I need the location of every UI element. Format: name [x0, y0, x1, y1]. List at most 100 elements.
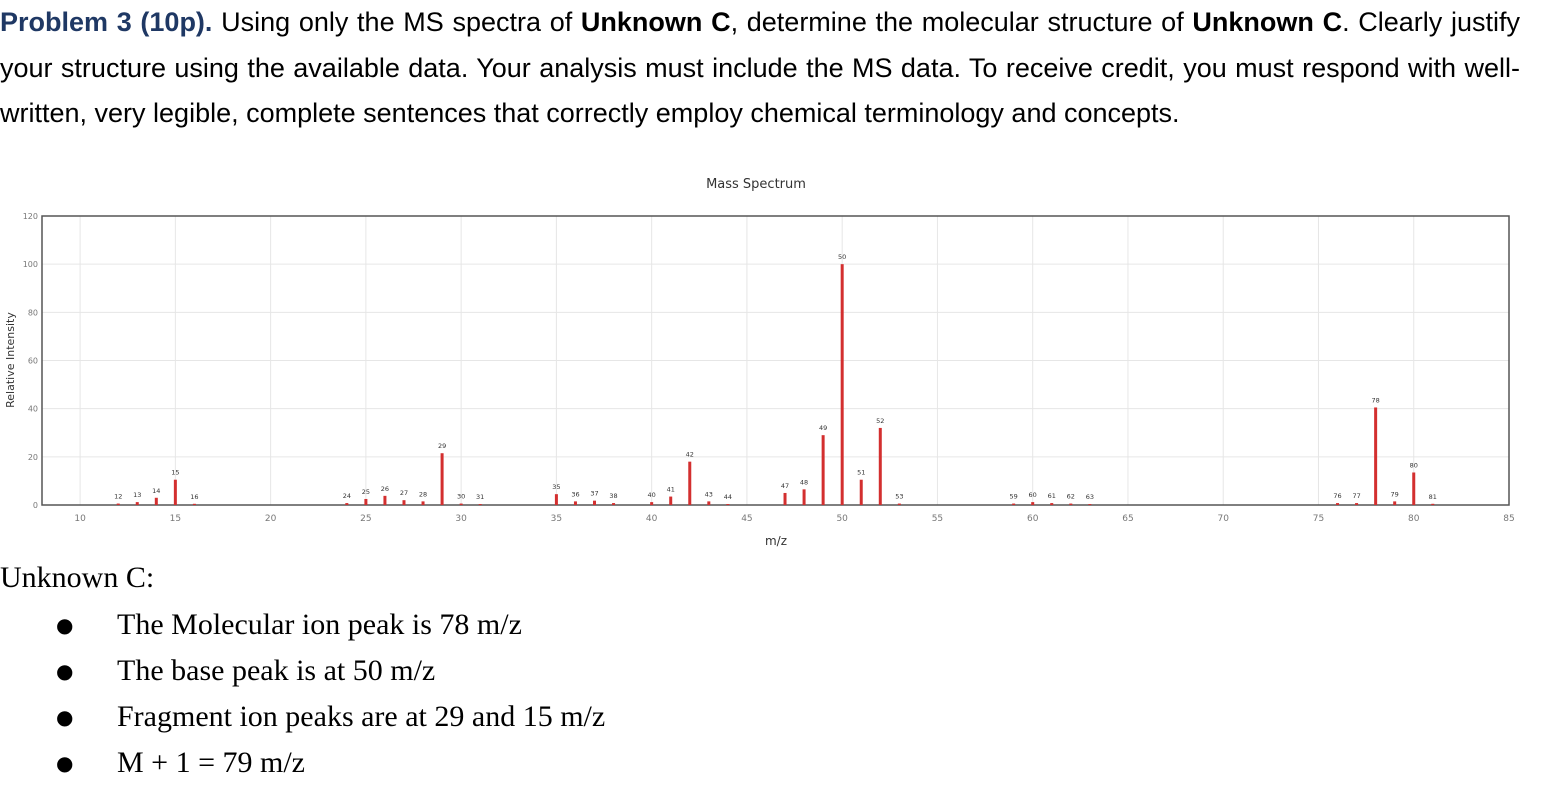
peak-label: 31 [476, 493, 484, 501]
peak-bar [802, 489, 806, 505]
unknown-name-2: Unknown C [1192, 7, 1343, 37]
peak-bar [1431, 503, 1435, 505]
x-tick-label: 45 [741, 514, 752, 524]
peak-label: 38 [609, 492, 617, 500]
x-tick-label: 60 [1027, 514, 1039, 524]
peak-bar [897, 503, 901, 505]
peak-bar [707, 501, 711, 505]
peak-label: 76 [1333, 492, 1341, 500]
x-tick-label: 20 [265, 514, 277, 524]
peak-label: 12 [114, 493, 122, 501]
peak-bar [364, 498, 368, 505]
peak-bar [154, 497, 158, 505]
y-tick-label: 0 [33, 501, 38, 510]
peak-bar [1355, 503, 1359, 505]
peak-label: 16 [190, 493, 198, 501]
peaks [116, 264, 1435, 506]
y-tick-label: 60 [28, 357, 38, 366]
peak-label: 79 [1391, 490, 1399, 498]
peak-label: 78 [1371, 396, 1379, 404]
observation-text: M + 1 = 79 m/z [117, 746, 305, 779]
peak-bar [783, 492, 787, 505]
peak-bar [573, 501, 577, 505]
peak-bar [1031, 502, 1035, 505]
problem-text-2: , determine the molecular structure of [730, 7, 1193, 37]
peak-label: 48 [800, 478, 808, 486]
peak-bar [726, 504, 730, 506]
peak-label: 15 [171, 469, 179, 477]
peak-bar [421, 501, 425, 505]
peak-bar [173, 479, 177, 505]
peak-bar [440, 453, 444, 505]
peak-bar [650, 502, 654, 505]
mass-spectrum-chart: Mass Spectrum 0 20 40 60 80 100 120 10 15 20 25 30… [4, 177, 1515, 548]
observation-text: The Molecular ion peak is 78 m/z [117, 608, 522, 641]
peak-bar [1088, 504, 1092, 506]
observation-text: Fragment ion peaks are at 29 and 15 m/z [117, 700, 606, 733]
x-axis-label: m/z [765, 534, 787, 548]
peak-label: 50 [838, 253, 846, 261]
peak-bar [459, 503, 463, 505]
peak-bar [1050, 503, 1054, 505]
peak-label: 47 [781, 482, 789, 490]
peak-bar [688, 461, 692, 505]
observation-item: ● The base peak is at 50 m/z [0, 648, 435, 694]
unknown-name-1: Unknown C [580, 7, 731, 37]
x-tick-label: 70 [1217, 514, 1229, 524]
peak-bar [859, 479, 863, 505]
problem-text-3: . Clearly justify your structure using t… [0, 7, 1520, 128]
peak-label: 43 [705, 490, 713, 498]
unknown-summary: Unknown C: ● The Molecular ion peak is 78… [0, 560, 605, 786]
x-tick-label: 65 [1122, 514, 1133, 524]
peak-label: 62 [1067, 493, 1075, 501]
peak-bar [1412, 472, 1416, 505]
peak-label: 24 [343, 492, 351, 500]
peak-bar [478, 504, 482, 506]
y-axis-label: Relative Intensity [4, 312, 17, 408]
x-tick-label: 10 [74, 514, 86, 524]
plot-frame [41, 215, 1510, 506]
peak-label: 41 [667, 486, 675, 494]
peak-label: 44 [724, 493, 732, 501]
peak-bar [554, 494, 558, 505]
y-tick-label: 100 [23, 260, 38, 269]
observation-item: ● M + 1 = 79 m/z [0, 740, 305, 786]
peak-label: 35 [552, 483, 560, 491]
problem-text-1: Using only the MS spectra of [212, 7, 581, 37]
unknown-title: Unknown C: [0, 561, 155, 594]
peak-bar [383, 495, 387, 505]
chart-title: Mass Spectrum [706, 177, 806, 192]
chart-grid [42, 215, 1510, 506]
observation-list: ● The Molecular ion peak is 78 m/z ● The … [0, 602, 605, 786]
peak-label: 51 [857, 469, 865, 477]
peak-label: 52 [876, 417, 884, 425]
peak-label: 26 [381, 485, 389, 493]
peak-bar [821, 435, 825, 505]
peak-bar [669, 496, 673, 505]
peak-bar [593, 500, 597, 505]
y-tick-label: 40 [28, 405, 38, 414]
y-tick-label: 20 [28, 453, 38, 462]
peak-label: 42 [686, 451, 694, 459]
bullet-icon: ● [56, 751, 74, 775]
peak-bar [1374, 407, 1378, 505]
x-tick-label: 25 [360, 514, 371, 524]
peak-label: 80 [1410, 461, 1418, 469]
peak-bar [840, 264, 844, 505]
x-tick-label: 15 [170, 514, 181, 524]
peak-label: 63 [1086, 493, 1094, 501]
peak-bar [345, 503, 349, 505]
peak-label: 36 [571, 490, 579, 498]
x-tick-label: 35 [551, 514, 562, 524]
peak-label: 13 [133, 491, 141, 499]
y-tick-label: 120 [23, 212, 38, 221]
peak-label: 25 [362, 488, 370, 496]
x-tick-label: 80 [1408, 514, 1420, 524]
peak-bar [135, 502, 139, 505]
peak-label: 30 [457, 493, 465, 501]
problem-statement: Problem 3 (10p). Using only the MS spect… [0, 0, 1520, 137]
x-tick-label: 50 [836, 514, 848, 524]
peak-label: 28 [419, 490, 427, 498]
peak-bar [402, 500, 406, 505]
peak-label: 49 [819, 424, 827, 432]
